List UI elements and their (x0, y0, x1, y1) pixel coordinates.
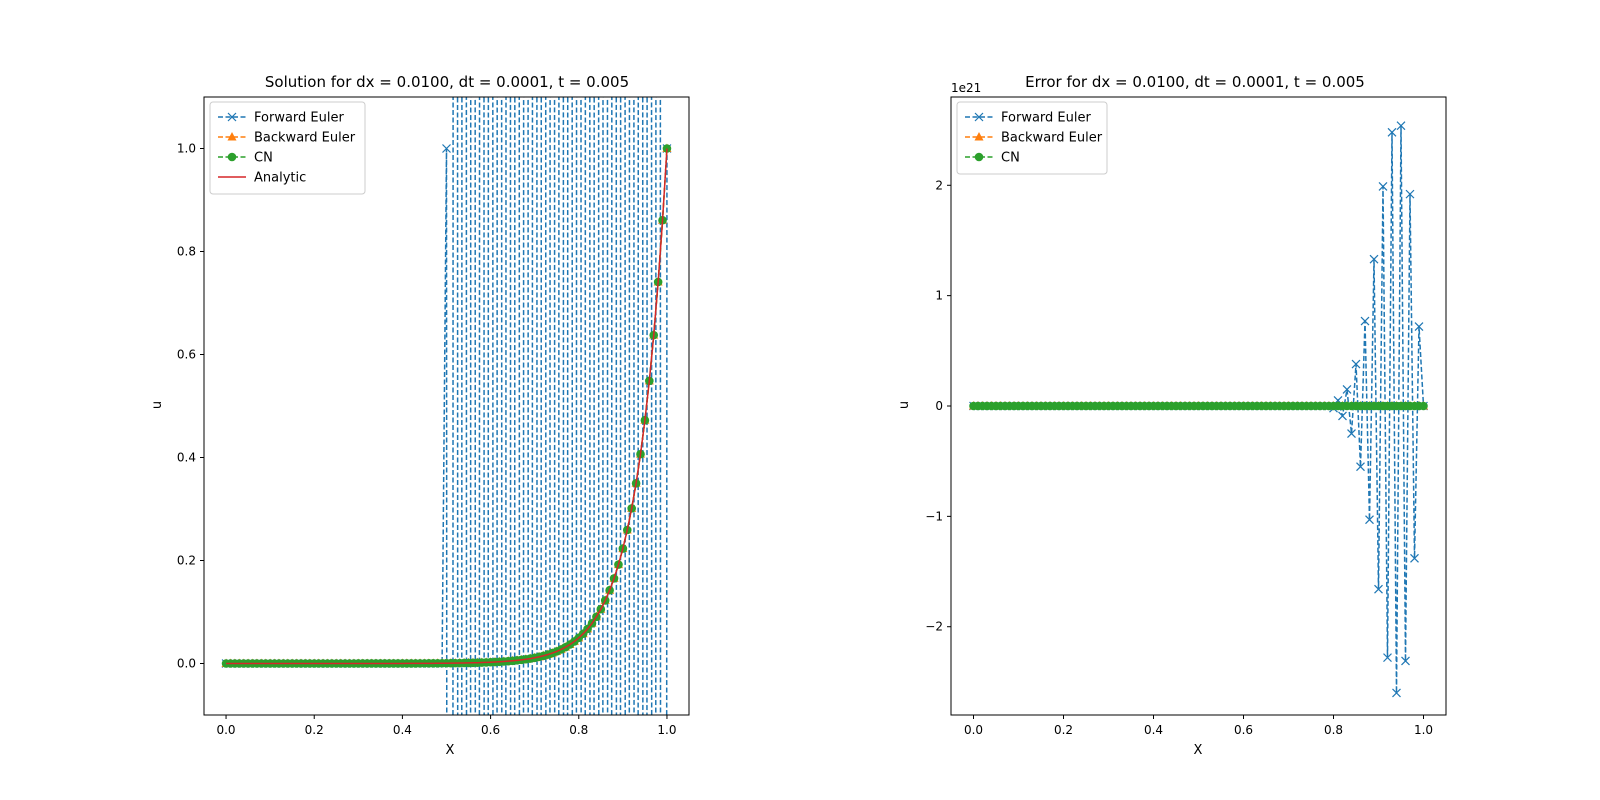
solution-x-ticks: 0.0 0.2 0.4 0.6 0.8 1.0 (216, 715, 677, 737)
solution-x-tick-label: 0.4 (393, 723, 412, 737)
error-series-forward-euler-point (1356, 462, 1365, 472)
solution-legend-entry-backward-euler: Backward Euler (218, 131, 356, 146)
error-x-tick-label: 0.8 (1324, 723, 1343, 737)
solution-legend-marker (227, 112, 237, 122)
error-x-tick-label: 0.6 (1234, 723, 1253, 737)
error-legend: Forward Euler Backward Euler CN (956, 101, 1108, 175)
error-series-forward-euler-point (1387, 127, 1397, 137)
error-y-tick-label: −1 (925, 509, 943, 523)
solution-y-tick-label: 0.2 (177, 554, 196, 568)
solution-y-ticks: 0.0 0.2 0.4 0.6 0.8 1.0 (177, 142, 204, 671)
solution-legend-label: Backward Euler (254, 131, 356, 146)
solution-y-tick-label: 0.0 (177, 657, 196, 671)
solution-y-tick-label: 0.4 (177, 451, 196, 465)
error-y-tick-label: −2 (925, 620, 943, 634)
solution-legend-box (209, 101, 366, 195)
error-plot-area (969, 121, 1428, 698)
error-series-forward-euler-point (1396, 121, 1406, 131)
error-series-forward-euler-point (1338, 411, 1347, 421)
solution-legend-entry-forward-euler: Forward Euler (218, 111, 344, 126)
solution-series-analytic (226, 148, 668, 665)
error-x-axis-label: X (1194, 743, 1203, 758)
error-series-forward-euler-point (1365, 515, 1374, 525)
error-x-tick-label: 0.0 (964, 723, 983, 737)
error-y-tick-label: 0 (935, 399, 943, 413)
error-legend-entry-cn: CN (965, 151, 1020, 166)
solution-legend-label: Forward Euler (254, 111, 344, 126)
error-series-forward-euler-point (1414, 322, 1424, 331)
error-series-cn-point (1419, 401, 1428, 411)
solution-legend-entry-cn: CN (218, 151, 273, 166)
error-chart: Error for dx = 0.0100, dt = 0.0001, t = … (897, 73, 1447, 758)
error-series-forward-euler-point (1360, 316, 1370, 326)
error-legend-box (956, 101, 1108, 175)
solution-legend-entry-analytic: Analytic (218, 171, 306, 186)
error-y-axis-label: u (897, 401, 912, 409)
solution-x-tick-label: 1.0 (657, 723, 676, 737)
solution-legend: Forward Euler Backward Euler CN Analytic (209, 101, 366, 195)
solution-plot-area (221, 97, 672, 715)
error-offset-text: 1e21 (951, 81, 981, 95)
error-series-forward-euler-point (1347, 429, 1356, 439)
error-x-tick-label: 0.2 (1054, 723, 1073, 737)
error-series-forward-euler-point (1401, 656, 1410, 666)
error-series-forward-euler-point (1405, 189, 1415, 199)
solution-x-tick-label: 0.0 (216, 723, 235, 737)
error-series-forward-euler-point (1392, 688, 1401, 698)
solution-series-cn-point (662, 144, 672, 153)
solution-y-tick-label: 0.8 (177, 245, 196, 259)
solution-legend-label: CN (254, 151, 273, 166)
error-series-forward-euler-point (1383, 653, 1392, 663)
solution-x-axis-label: X (446, 743, 455, 758)
solution-x-tick-label: 0.6 (481, 723, 500, 737)
error-series-forward-euler-point (1369, 254, 1379, 264)
solution-legend-marker (227, 152, 237, 162)
solution-y-tick-label: 0.6 (177, 348, 196, 362)
solution-chart-title: Solution for dx = 0.0100, dt = 0.0001, t… (265, 73, 629, 91)
error-y-tick-label: 2 (935, 178, 943, 192)
error-x-tick-label: 1.0 (1414, 723, 1433, 737)
error-legend-label: Forward Euler (1001, 111, 1091, 126)
solution-legend-marker (227, 132, 237, 141)
solution-series-forward-euler-point (442, 144, 451, 153)
solution-y-axis-label: u (150, 401, 165, 409)
error-legend-label: Backward Euler (1001, 131, 1103, 146)
error-series-forward-euler-point (1410, 553, 1419, 563)
error-legend-marker (974, 132, 984, 141)
solution-x-tick-label: 0.8 (569, 723, 588, 737)
error-y-ticks: −2 −1 0 1 2 (925, 178, 951, 634)
solution-chart: Solution for dx = 0.0100, dt = 0.0001, t… (150, 73, 690, 758)
error-legend-entry-backward-euler: Backward Euler (965, 131, 1103, 146)
solution-y-tick-label: 1.0 (177, 142, 196, 156)
error-x-tick-label: 0.4 (1144, 723, 1163, 737)
error-legend-entry-forward-euler: Forward Euler (965, 111, 1091, 126)
error-chart-title: Error for dx = 0.0100, dt = 0.0001, t = … (1025, 73, 1365, 91)
solution-legend-label: Analytic (254, 171, 306, 186)
solution-series-analytic-line (226, 148, 668, 665)
solution-axes-frame (203, 96, 690, 716)
error-series-cn (969, 401, 1428, 411)
error-y-tick-label: 1 (935, 289, 943, 303)
error-legend-marker (974, 152, 984, 162)
error-series-forward-euler-point (1378, 181, 1388, 191)
error-x-ticks: 0.0 0.2 0.4 0.6 0.8 1.0 (964, 715, 1433, 737)
error-series-forward-euler-point (1374, 584, 1383, 594)
error-series-forward-euler-point (1351, 359, 1361, 369)
error-series-forward-euler-point (1342, 385, 1352, 394)
error-legend-marker (974, 112, 984, 122)
error-legend-label: CN (1001, 151, 1020, 166)
solution-x-tick-label: 0.2 (305, 723, 324, 737)
